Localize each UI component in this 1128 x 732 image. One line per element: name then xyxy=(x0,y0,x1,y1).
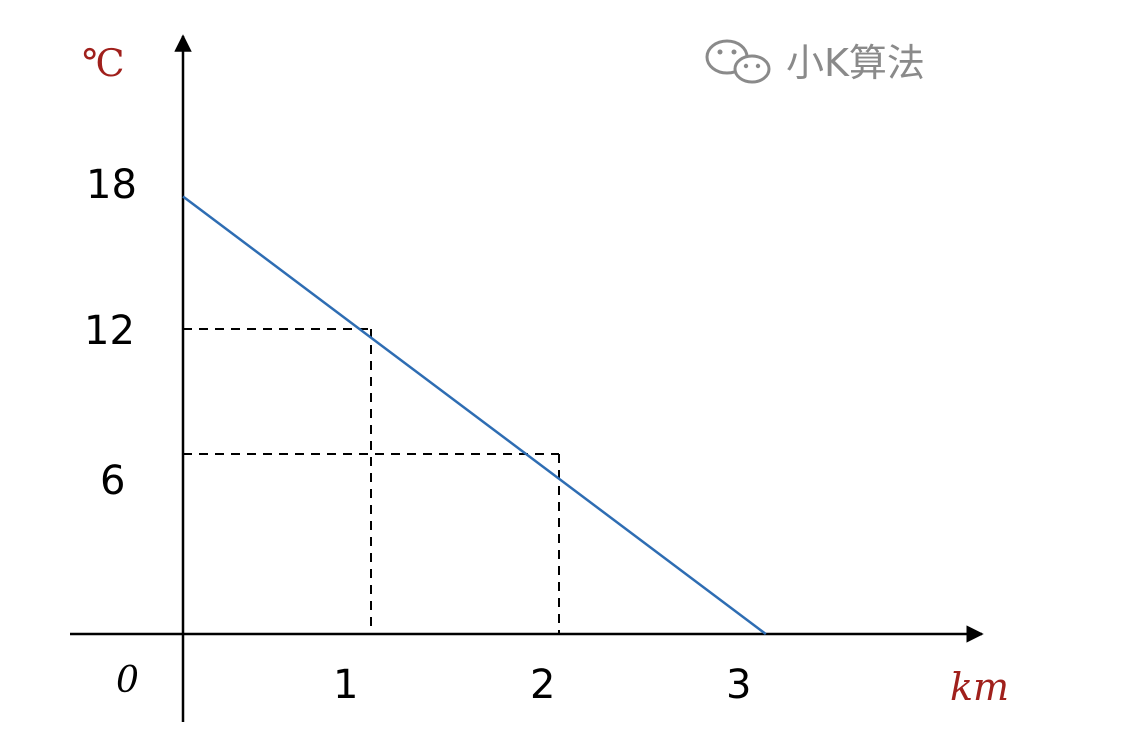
y-tick-label-6: 6 xyxy=(100,458,125,504)
origin-label: 0 xyxy=(116,660,139,701)
x-tick-label-2: 2 xyxy=(530,662,555,708)
watermark: 小K算法 xyxy=(705,39,925,85)
y-axis-unit-label: ℃ xyxy=(82,41,125,85)
wechat-icon xyxy=(705,39,771,84)
x-tick-label-3: 3 xyxy=(726,662,751,708)
y-tick-label-18: 18 xyxy=(86,162,137,208)
y-tick-label-12: 12 xyxy=(84,308,135,354)
watermark-text: 小K算法 xyxy=(786,41,925,85)
guide-lines xyxy=(183,328,560,634)
series-line xyxy=(182,195,767,635)
x-tick-label-1: 1 xyxy=(333,662,358,708)
x-axis-unit-label: km xyxy=(950,665,1009,709)
